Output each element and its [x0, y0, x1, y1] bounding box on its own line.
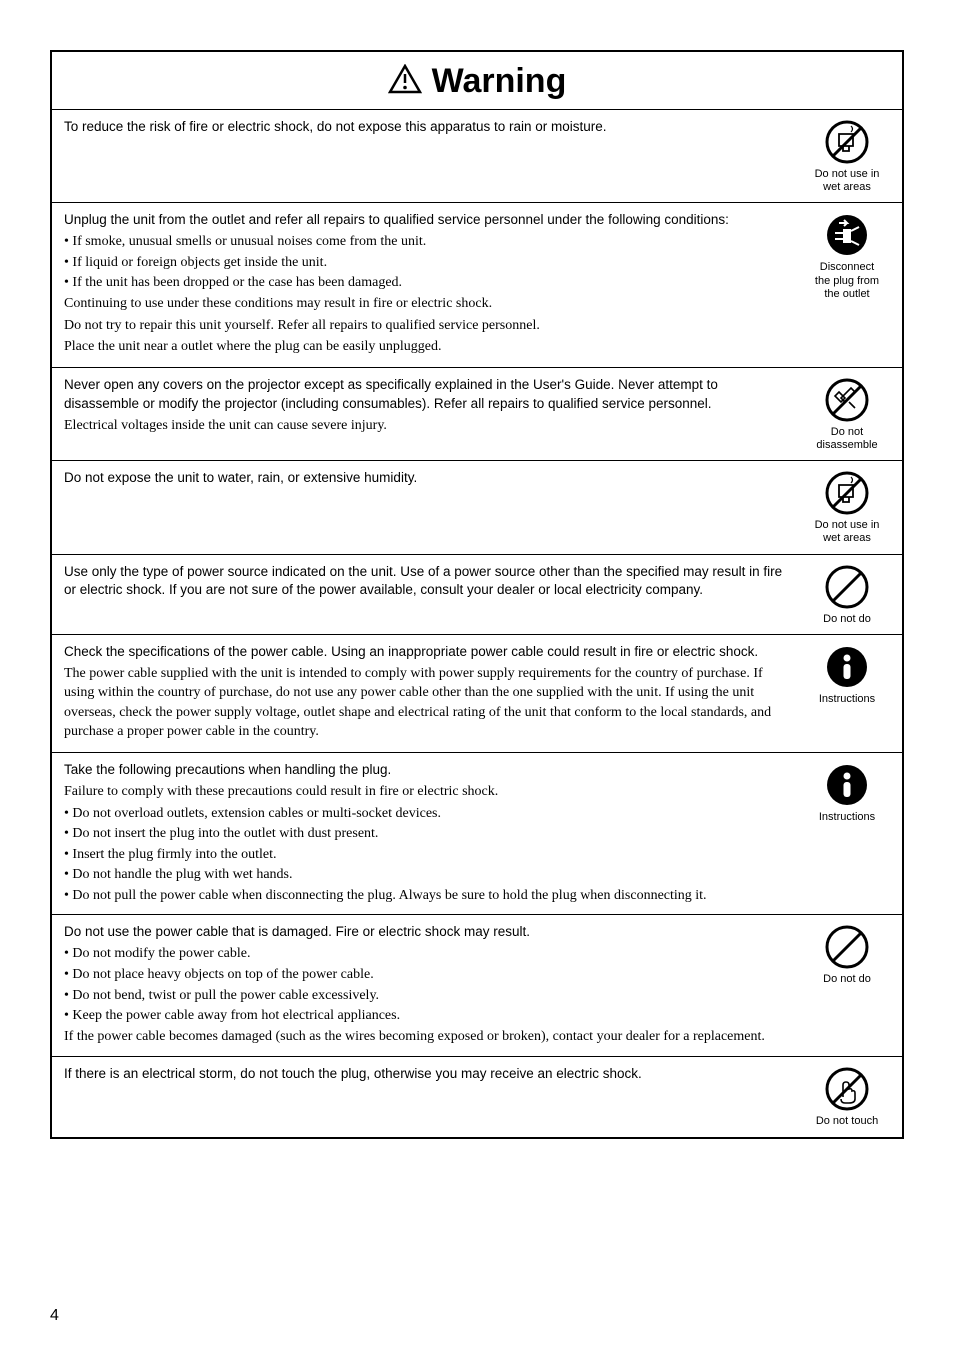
caution-triangle-icon: [388, 64, 422, 99]
instructions-icon: [825, 763, 869, 807]
text: If the power cable becomes damaged (such…: [64, 1027, 794, 1047]
bullet: Do not overload outlets, extension cable…: [64, 804, 794, 824]
disassemble-icon: [825, 378, 869, 422]
text: To reduce the risk of fire or electric s…: [64, 118, 794, 137]
row-damaged-cable: Do not use the power cable that is damag…: [52, 915, 902, 1057]
text: Failure to comply with these precautions…: [64, 782, 794, 802]
icon-caption: Do not use in wet areas: [815, 168, 880, 194]
instructions-icon: [825, 645, 869, 689]
text: Use only the type of power source indica…: [64, 563, 794, 601]
bullet: Do not handle the plug with wet hands.: [64, 865, 794, 885]
icon-caption: Do not disassemble: [816, 426, 877, 452]
icon-caption: Do not use in wet areas: [815, 519, 880, 545]
bullet: Do not pull the power cable when disconn…: [64, 886, 794, 906]
icon-caption: Do not do: [823, 973, 871, 986]
text: Take the following precautions when hand…: [64, 761, 794, 780]
text: Electrical voltages inside the unit can …: [64, 416, 794, 436]
icon-caption: Instructions: [819, 811, 875, 824]
icon-caption: Instructions: [819, 693, 875, 706]
row-power-source: Use only the type of power source indica…: [52, 555, 902, 635]
row-plug-precautions: Take the following precautions when hand…: [52, 753, 902, 915]
text: The power cable supplied with the unit i…: [64, 664, 794, 742]
text: Never open any covers on the projector e…: [64, 376, 794, 414]
bullet: Do not place heavy objects on top of the…: [64, 965, 794, 985]
text: If there is an electrical storm, do not …: [64, 1065, 794, 1084]
bullet: If liquid or foreign objects get inside …: [64, 253, 794, 273]
row-cable-spec: Check the specifications of the power ca…: [52, 635, 902, 753]
text: Do not expose the unit to water, rain, o…: [64, 469, 794, 488]
row-unplug: Unplug the unit from the outlet and refe…: [52, 203, 902, 367]
wet-area-icon: [825, 471, 869, 515]
row-moisture: To reduce the risk of fire or electric s…: [52, 110, 902, 203]
page-number: 4: [50, 1307, 59, 1325]
bullet: Keep the power cable away from hot elect…: [64, 1006, 794, 1026]
disconnect-plug-icon: [825, 213, 869, 257]
do-not-touch-icon: [825, 1067, 869, 1111]
row-humidity: Do not expose the unit to water, rain, o…: [52, 461, 902, 554]
row-covers: Never open any covers on the projector e…: [52, 368, 902, 461]
text: Place the unit near a outlet where the p…: [64, 337, 794, 357]
text: Continuing to use under these conditions…: [64, 294, 794, 314]
warning-box: Warning To reduce the risk of fire or el…: [50, 50, 904, 1139]
icon-caption: Do not touch: [816, 1115, 878, 1128]
prohibition-icon: [825, 565, 869, 609]
icon-caption: Disconnect the plug from the outlet: [815, 261, 879, 301]
text: Unplug the unit from the outlet and refe…: [64, 211, 794, 230]
icon-caption: Do not do: [823, 613, 871, 626]
header-title: Warning: [432, 62, 567, 101]
text: Do not use the power cable that is damag…: [64, 923, 794, 942]
header: Warning: [52, 52, 902, 110]
bullet: Insert the plug firmly into the outlet.: [64, 845, 794, 865]
row-storm: If there is an electrical storm, do not …: [52, 1057, 902, 1136]
text: Do not try to repair this unit yourself.…: [64, 316, 794, 336]
prohibition-icon: [825, 925, 869, 969]
bullet: Do not bend, twist or pull the power cab…: [64, 986, 794, 1006]
text: Check the specifications of the power ca…: [64, 643, 794, 662]
wet-area-icon: [825, 120, 869, 164]
bullet: If smoke, unusual smells or unusual nois…: [64, 232, 794, 252]
bullet: Do not modify the power cable.: [64, 944, 794, 964]
bullet: If the unit has been dropped or the case…: [64, 273, 794, 293]
bullet: Do not insert the plug into the outlet w…: [64, 824, 794, 844]
